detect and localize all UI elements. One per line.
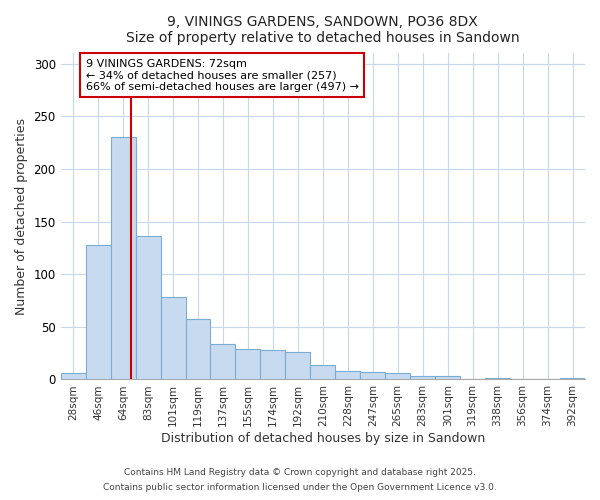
Text: Contains HM Land Registry data © Crown copyright and database right 2025.: Contains HM Land Registry data © Crown c… — [124, 468, 476, 477]
Bar — [61, 373, 86, 380]
Bar — [161, 298, 185, 380]
Bar — [335, 371, 360, 380]
Bar — [110, 138, 136, 380]
Bar — [136, 236, 161, 380]
Bar — [435, 376, 460, 380]
Text: 9 VININGS GARDENS: 72sqm
← 34% of detached houses are smaller (257)
66% of semi-: 9 VININGS GARDENS: 72sqm ← 34% of detach… — [86, 58, 359, 92]
Bar — [86, 245, 110, 380]
Bar — [485, 378, 510, 380]
Bar — [360, 372, 385, 380]
Bar — [310, 364, 335, 380]
Bar — [185, 320, 211, 380]
Title: 9, VININGS GARDENS, SANDOWN, PO36 8DX
Size of property relative to detached hous: 9, VININGS GARDENS, SANDOWN, PO36 8DX Si… — [126, 15, 520, 45]
Text: Contains public sector information licensed under the Open Government Licence v3: Contains public sector information licen… — [103, 483, 497, 492]
X-axis label: Distribution of detached houses by size in Sandown: Distribution of detached houses by size … — [161, 432, 485, 445]
Bar — [410, 376, 435, 380]
Bar — [211, 344, 235, 380]
Bar — [286, 352, 310, 380]
Y-axis label: Number of detached properties: Number of detached properties — [15, 118, 28, 315]
Bar — [260, 350, 286, 380]
Bar — [560, 378, 585, 380]
Bar — [235, 349, 260, 380]
Bar — [385, 373, 410, 380]
